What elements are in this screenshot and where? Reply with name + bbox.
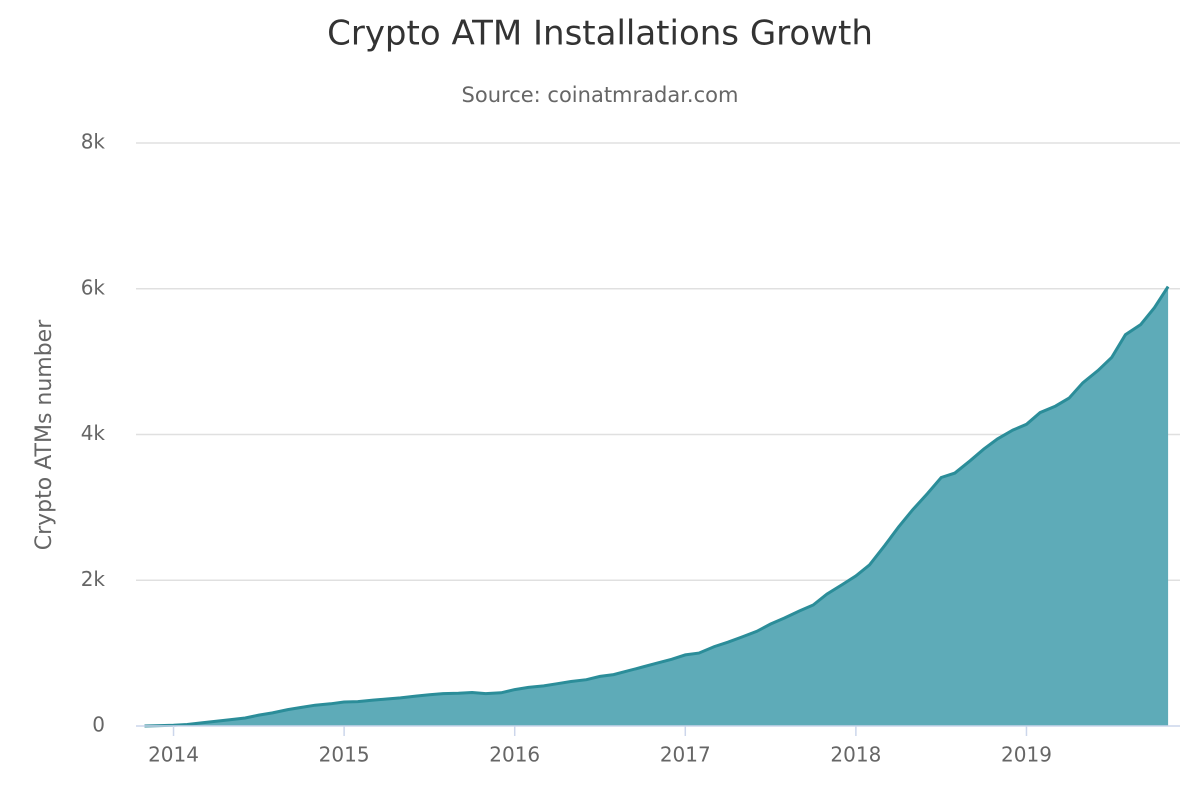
x-tick-label: 2015 bbox=[319, 743, 370, 767]
chart-title: Crypto ATM Installations Growth bbox=[327, 14, 873, 54]
chart-subtitle: Source: coinatmradar.com bbox=[462, 83, 739, 107]
x-tick-label: 2016 bbox=[489, 743, 540, 767]
y-tick-label: 2k bbox=[81, 567, 106, 591]
y-tick-label: 0 bbox=[92, 713, 105, 737]
y-axis-label: Crypto ATMs number bbox=[32, 319, 57, 551]
area-fill bbox=[144, 286, 1169, 726]
x-tick-label: 2018 bbox=[830, 743, 881, 767]
x-tick-label: 2017 bbox=[660, 743, 711, 767]
x-tick-label: 2019 bbox=[1001, 743, 1052, 767]
x-tick-label: 2014 bbox=[148, 743, 199, 767]
y-tick-label: 6k bbox=[81, 275, 106, 299]
area-line bbox=[144, 285, 1170, 728]
y-tick-label: 4k bbox=[81, 421, 106, 445]
y-tick-label: 8k bbox=[81, 130, 106, 154]
